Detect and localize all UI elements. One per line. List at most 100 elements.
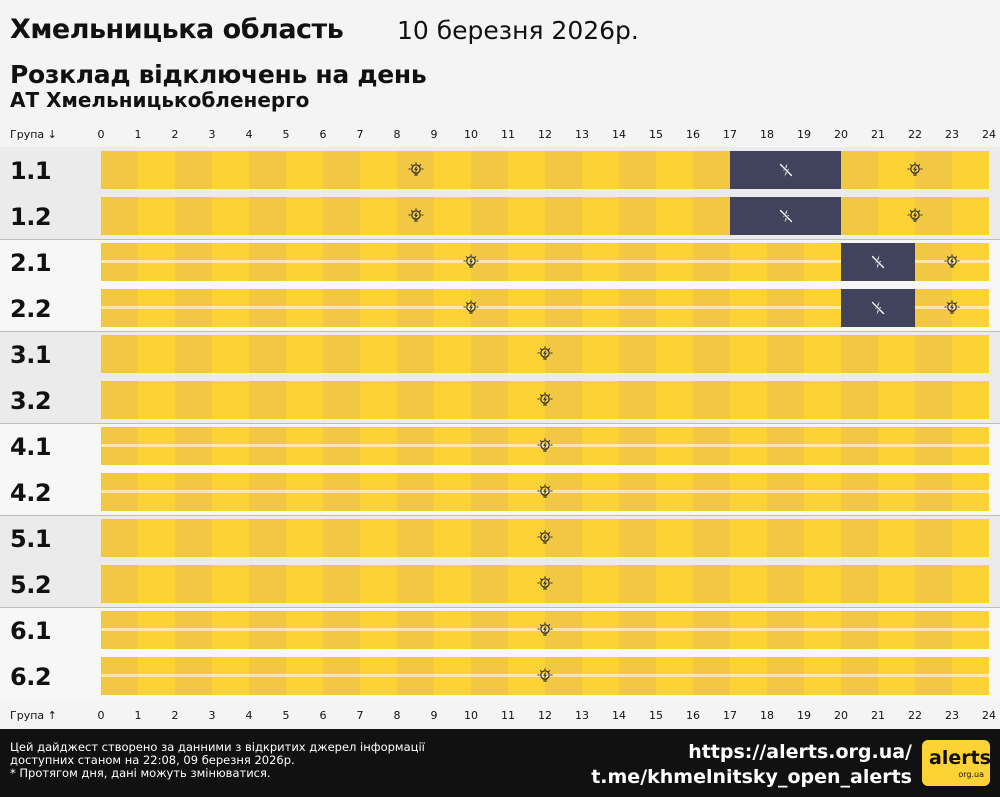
power-on-cell: [619, 611, 656, 649]
hour-tick-label: 10: [464, 709, 478, 722]
power-on-cell: [693, 243, 730, 281]
power-on-cell: [471, 565, 508, 603]
power-on-cell: [841, 335, 878, 373]
power-on-cell: [508, 565, 545, 603]
power-on-cell: [841, 611, 878, 649]
lightbulb-icon: [537, 484, 553, 498]
hour-tick-label: 1: [134, 128, 142, 141]
power-on-cell: [693, 473, 730, 511]
footer-note-line: доступних станом на 22:08, 09 березня 20…: [10, 753, 295, 767]
hour-tick-label: 15: [649, 128, 663, 141]
group-label: 5.2: [10, 571, 52, 599]
hour-tick-label: 21: [871, 709, 885, 722]
group-row: 1.2: [0, 193, 1000, 239]
group-schedule-track: [101, 565, 989, 603]
power-on-cell: [915, 335, 952, 373]
power-on-cell: [915, 473, 952, 511]
power-on-cell: [212, 289, 249, 327]
power-on-cell: [730, 473, 767, 511]
power-on-cell: [286, 565, 323, 603]
lightbulb-icon: [537, 346, 553, 360]
group-schedule-track: [101, 611, 989, 649]
power-on-cell: [508, 381, 545, 419]
power-on-cell: [471, 151, 508, 189]
power-on-cell: [804, 611, 841, 649]
power-on-cell: [508, 611, 545, 649]
power-on-cell: [656, 427, 693, 465]
power-on-cell: [767, 611, 804, 649]
power-on-cell: [101, 243, 138, 281]
power-on-cell: [878, 381, 915, 419]
power-on-cell: [101, 335, 138, 373]
power-on-cell: [582, 243, 619, 281]
hour-tick-label: 20: [834, 709, 848, 722]
power-on-cell: [101, 289, 138, 327]
hour-tick-label: 4: [245, 709, 253, 722]
hour-tick-label: 16: [686, 128, 700, 141]
hour-tick-label: 20: [834, 128, 848, 141]
power-on-cell: [656, 565, 693, 603]
power-off-icon: [871, 301, 885, 315]
footer-note: Цей дайджест створено за данними з відкр…: [10, 741, 510, 780]
power-on-cell: [508, 473, 545, 511]
lightbulb-icon: [537, 668, 553, 682]
power-on-cell: [323, 243, 360, 281]
hour-tick-label: 14: [612, 709, 626, 722]
power-on-cell: [434, 657, 471, 695]
power-on-cell: [545, 335, 582, 373]
power-on-cell: [915, 381, 952, 419]
group-row: 2.1: [0, 239, 1000, 285]
power-on-cell: [767, 289, 804, 327]
power-on-cell: [952, 565, 989, 603]
power-on-cell: [915, 427, 952, 465]
power-on-cell: [582, 657, 619, 695]
power-on-cell: [397, 381, 434, 419]
power-on-cell: [693, 565, 730, 603]
hour-tick-label: 12: [538, 709, 552, 722]
power-on-cell: [619, 151, 656, 189]
telegram-link[interactable]: t.me/khmelnitsky_open_alerts: [591, 766, 912, 788]
power-on-cell: [693, 151, 730, 189]
power-on-cell: [175, 335, 212, 373]
power-on-cell: [138, 565, 175, 603]
power-on-cell: [508, 335, 545, 373]
power-on-cell: [545, 519, 582, 557]
power-on-cell: [138, 335, 175, 373]
power-on-cell: [397, 611, 434, 649]
power-on-cell: [434, 611, 471, 649]
power-on-cell: [508, 519, 545, 557]
lightbulb-icon: [537, 576, 553, 590]
power-on-cell: [952, 289, 989, 327]
power-on-cell: [915, 519, 952, 557]
power-on-cell: [545, 473, 582, 511]
power-on-cell: [915, 151, 952, 189]
hour-tick-label: 18: [760, 709, 774, 722]
power-on-cell: [915, 289, 952, 327]
power-on-cell: [323, 657, 360, 695]
schedule-grid: 1.1 1.2 2.1 2.2 3.1 3.2 4.1 4.2 5.1 5.2 6.1 6.2: [0, 147, 1000, 699]
power-on-cell: [582, 427, 619, 465]
group-schedule-track: [101, 197, 989, 235]
hour-tick-label: 22: [908, 128, 922, 141]
power-on-cell: [619, 473, 656, 511]
power-on-cell: [249, 473, 286, 511]
power-on-cell: [804, 427, 841, 465]
power-on-cell: [730, 381, 767, 419]
hour-tick-label: 7: [356, 128, 364, 141]
power-on-cell: [767, 519, 804, 557]
power-on-cell: [582, 611, 619, 649]
power-on-cell: [323, 197, 360, 235]
power-on-cell: [434, 289, 471, 327]
hour-tick-label: 10: [464, 128, 478, 141]
lightbulb-icon: [537, 392, 553, 406]
power-on-cell: [508, 197, 545, 235]
power-on-cell: [286, 427, 323, 465]
group-separator: [0, 239, 1000, 240]
site-link[interactable]: https://alerts.org.ua/: [688, 741, 912, 763]
hour-tick-label: 3: [208, 709, 216, 722]
power-on-cell: [878, 657, 915, 695]
power-on-cell: [138, 381, 175, 419]
group-schedule-track: [101, 243, 989, 281]
power-on-cell: [730, 611, 767, 649]
group-row: 5.1: [0, 515, 1000, 561]
